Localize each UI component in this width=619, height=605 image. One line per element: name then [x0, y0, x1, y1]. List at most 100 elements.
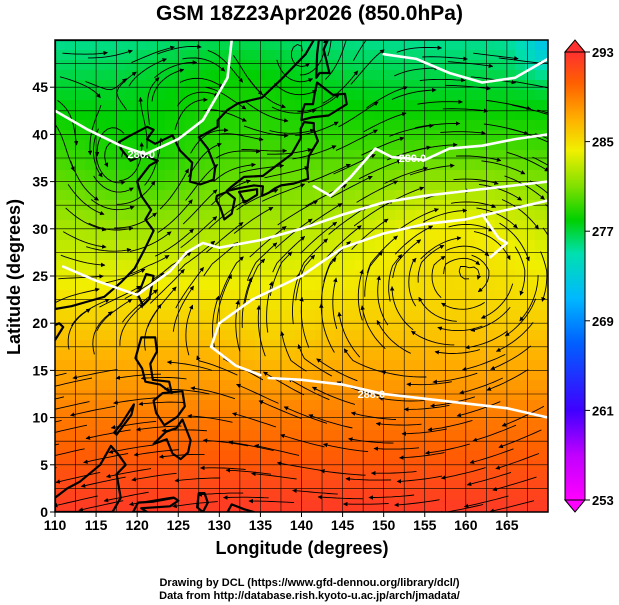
temperature-cell — [365, 380, 376, 391]
temperature-cell — [365, 180, 376, 191]
temperature-cell — [485, 460, 496, 471]
temperature-cell — [325, 300, 336, 311]
temperature-cell — [315, 460, 326, 471]
streamline — [55, 287, 100, 303]
temperature-cell — [365, 490, 376, 501]
temperature-cell — [115, 390, 126, 401]
temperature-cell — [455, 320, 466, 331]
temperature-cell — [425, 250, 436, 261]
x-tick-label: 165 — [495, 517, 519, 533]
temperature-cell — [475, 100, 486, 111]
temperature-cell — [235, 470, 246, 481]
temperature-cell — [145, 70, 156, 81]
temperature-cell — [395, 80, 406, 91]
streamline — [425, 443, 471, 455]
temperature-cell — [545, 510, 548, 512]
temperature-cell — [445, 230, 456, 241]
temperature-cell — [95, 350, 106, 361]
streamline — [412, 142, 458, 152]
temperature-cell — [85, 310, 96, 321]
x-tick-label: 160 — [454, 517, 478, 533]
temperature-cell — [495, 280, 506, 291]
temperature-cell — [525, 270, 536, 281]
temperature-cell — [245, 420, 256, 431]
temperature-cell — [75, 130, 86, 141]
temperature-cell — [155, 70, 166, 81]
temperature-cell — [275, 350, 286, 361]
streamline — [418, 296, 457, 322]
colorbar-tick-label: 253 — [592, 493, 614, 508]
temperature-cell — [245, 300, 256, 311]
temperature-cell — [175, 290, 186, 301]
temperature-cell — [545, 500, 548, 511]
temperature-cell — [315, 90, 326, 101]
temperature-cell — [285, 320, 296, 331]
temperature-cell — [495, 180, 506, 191]
temperature-cell — [415, 70, 426, 81]
temperature-cell — [435, 320, 446, 331]
temperature-cell — [405, 150, 416, 161]
temperature-cell — [285, 490, 296, 501]
temperature-cell — [235, 150, 246, 161]
temperature-cell — [525, 400, 536, 411]
temperature-cell — [185, 120, 196, 131]
temperature-cell — [385, 100, 396, 111]
temperature-cell — [355, 300, 366, 311]
temperature-cell — [215, 120, 226, 131]
temperature-cell — [145, 380, 156, 391]
temperature-cell — [225, 480, 236, 491]
temperature-cell — [95, 50, 106, 61]
temperature-cell — [525, 320, 536, 331]
temperature-cell — [445, 350, 456, 361]
streamline — [394, 225, 434, 255]
temperature-cell — [485, 370, 496, 381]
colorbar-scale — [564, 51, 586, 501]
temperature-cell — [75, 100, 86, 111]
temperature-cell — [55, 400, 66, 411]
temperature-cell — [105, 290, 116, 301]
coastline-palawan — [113, 403, 135, 436]
temperature-cell — [185, 490, 196, 501]
temperature-cell — [545, 440, 548, 451]
temperature-cell — [55, 420, 66, 431]
temperature-cell — [105, 90, 116, 101]
temperature-cell — [375, 450, 386, 461]
temperature-cell — [515, 380, 526, 391]
temperature-cell — [385, 300, 396, 311]
temperature-cell — [415, 410, 426, 421]
temperature-cell — [275, 480, 286, 491]
temperature-cell — [135, 260, 146, 271]
coastline-hokkaido — [300, 81, 348, 122]
temperature-cell — [355, 440, 366, 451]
temperature-cell — [535, 300, 546, 311]
streamline — [356, 180, 399, 203]
temperature-cell — [315, 440, 326, 451]
temperature-cell — [125, 300, 136, 311]
temperature-cell — [355, 480, 366, 491]
temperature-cell — [65, 130, 76, 141]
temperature-cell — [105, 210, 116, 221]
temperature-cell — [545, 190, 548, 201]
temperature-cell — [415, 500, 426, 511]
temperature-cell — [295, 170, 306, 181]
temperature-cell — [455, 310, 466, 321]
temperature-cell — [425, 240, 436, 251]
temperature-cell — [445, 210, 456, 221]
temperature-cell — [545, 420, 548, 431]
temperature-cell — [525, 150, 536, 161]
temperature-cell — [375, 80, 386, 91]
streamline — [216, 274, 232, 324]
temperature-cell — [75, 440, 86, 451]
temperature-cell — [205, 470, 216, 481]
temperature-cell — [325, 440, 336, 451]
temperature-cell — [495, 50, 506, 61]
streamline — [154, 228, 194, 257]
temperature-cell — [465, 470, 476, 481]
temperature-cell — [185, 40, 196, 51]
temperature-cell — [515, 440, 526, 451]
temperature-cell — [125, 400, 136, 411]
temperature-cell — [115, 310, 126, 321]
temperature-cell — [445, 320, 456, 331]
streamline — [417, 244, 445, 283]
temperature-cell — [375, 280, 386, 291]
